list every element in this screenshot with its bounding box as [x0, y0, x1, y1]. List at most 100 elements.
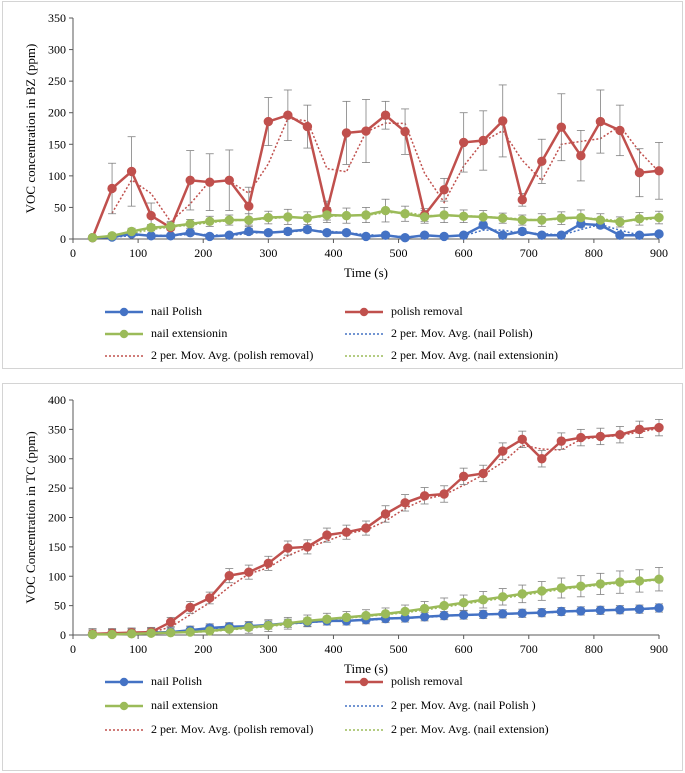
- y-axis-title: VOC Concentration in TC (ppm): [23, 431, 38, 603]
- data-point: [205, 593, 215, 603]
- y-tick-label: 350: [48, 11, 66, 25]
- data-point: [654, 603, 664, 613]
- data-point: [224, 570, 234, 581]
- legend-key-marker: [119, 329, 129, 339]
- data-point: [244, 215, 254, 225]
- data-point: [478, 609, 488, 620]
- y-tick-label: 400: [48, 393, 66, 407]
- y-tick-label: 250: [48, 74, 66, 88]
- data-point: [380, 509, 391, 519]
- data-point: [615, 217, 625, 227]
- x-tick-label: 0: [70, 642, 76, 656]
- data-point: [634, 576, 645, 586]
- data-point: [263, 620, 274, 631]
- x-tick-label: 300: [259, 642, 277, 656]
- data-point: [107, 183, 117, 194]
- legend-label: 2 per. Mov. Avg. (nail Polish ): [391, 698, 536, 712]
- data-point: [595, 579, 606, 589]
- x-tick-label: 300: [259, 246, 277, 260]
- data-point: [419, 230, 430, 240]
- legend-item: 2 per. Mov. Avg. (polish removal): [103, 348, 363, 364]
- y-tick-label: 100: [48, 169, 66, 183]
- data-point: [185, 219, 195, 229]
- legend-item: polish removal: [343, 674, 603, 690]
- data-point: [576, 212, 586, 223]
- data-point: [87, 629, 98, 640]
- series-line: [92, 606, 660, 636]
- data-point: [634, 604, 645, 614]
- chart-panel-bz: 0 50 100 150 200 250 300 350 0 100 200 300 400 500 600…: [2, 1, 683, 369]
- data-point: [341, 227, 352, 238]
- data-point: [283, 110, 293, 120]
- data-point: [439, 210, 449, 220]
- data-point: [498, 230, 508, 240]
- data-point: [478, 212, 488, 222]
- data-point: [419, 612, 430, 622]
- data-point: [322, 227, 332, 238]
- data-point: [302, 542, 313, 552]
- y-tick-label: 50: [54, 599, 66, 613]
- data-point: [517, 608, 527, 618]
- data-point: [419, 491, 430, 501]
- data-point: [322, 614, 332, 624]
- data-point: [556, 122, 567, 132]
- data-point: [400, 233, 410, 243]
- y-tick-label: 250: [48, 481, 66, 495]
- data-point: [537, 215, 547, 225]
- data-point: [517, 226, 527, 237]
- data-point: [283, 543, 293, 553]
- data-point: [537, 156, 547, 167]
- chart-panel-tc: 0 50 100 150 200 250 300 350 400 0 100 200 300 400 500…: [2, 383, 683, 771]
- data-point: [361, 126, 371, 136]
- data-point: [556, 230, 567, 240]
- data-point: [498, 609, 508, 619]
- data-point: [341, 612, 352, 623]
- data-point: [380, 110, 391, 120]
- data-point: [615, 605, 625, 615]
- data-point: [576, 150, 586, 161]
- data-point: [165, 627, 176, 638]
- data-point: [517, 589, 527, 599]
- legend-item: nail Polish: [103, 304, 363, 320]
- x-tick-label: 500: [390, 642, 408, 656]
- data-point: [244, 201, 254, 211]
- legend-key: [345, 677, 383, 687]
- data-point: [361, 610, 371, 621]
- chart-tc-svg: 0 50 100 150 200 250 300 350 400 0 100 200 300 400 500…: [23, 393, 668, 676]
- data-point: [634, 168, 645, 178]
- legend-key: [345, 705, 383, 707]
- data-point: [185, 602, 195, 613]
- data-point: [283, 618, 293, 628]
- data-point: [341, 210, 352, 221]
- legend-label: 2 per. Mov. Avg. (nail extensionin): [391, 348, 558, 362]
- series-line: [91, 113, 660, 239]
- data-point: [615, 429, 625, 440]
- legend-label: nail extension: [151, 698, 218, 712]
- data-point: [576, 581, 586, 591]
- data-point: [595, 605, 606, 616]
- data-point: [87, 233, 98, 243]
- legend-label: nail Polish: [151, 304, 203, 318]
- data-point: [458, 211, 469, 221]
- legend-label: 2 per. Mov. Avg. (polish removal): [151, 348, 314, 362]
- data-point: [654, 422, 664, 433]
- legend-label: polish removal: [391, 674, 463, 688]
- data-point: [400, 126, 410, 137]
- data-point: [654, 229, 664, 239]
- legend-item: polish removal: [343, 304, 603, 320]
- x-tick-label: 700: [520, 642, 538, 656]
- data-point: [615, 577, 625, 587]
- data-point: [537, 607, 547, 618]
- chart-bz-svg: 0 50 100 150 200 250 300 350 0 100 200 300 400 500 600…: [23, 11, 668, 280]
- data-point: [517, 434, 527, 445]
- legend-item: 2 per. Mov. Avg. (nail Polish ): [343, 698, 603, 714]
- data-point: [478, 468, 488, 479]
- legend-item: 2 per. Mov. Avg. (nail extension): [343, 722, 603, 738]
- data-point: [224, 624, 234, 634]
- x-tick-label: 200: [194, 246, 212, 260]
- x-tick-label: 0: [70, 246, 76, 260]
- data-point: [165, 617, 176, 627]
- x-tick-label: 600: [455, 642, 473, 656]
- legend-label: nail extensionin: [151, 326, 228, 340]
- data-point: [302, 616, 313, 626]
